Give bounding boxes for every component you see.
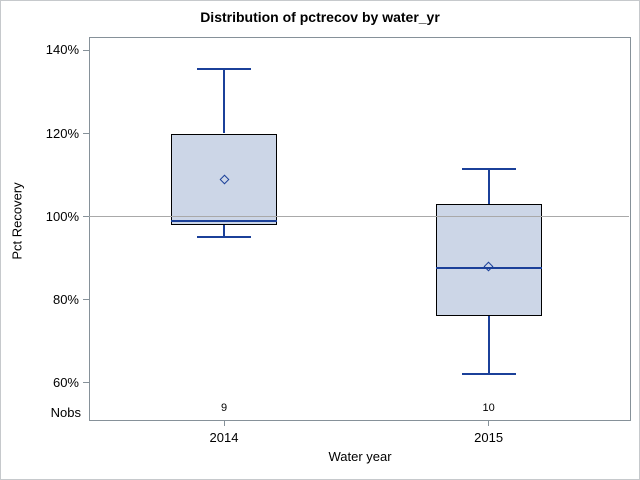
y-tick-mark [83, 133, 89, 134]
x-axis-title: Water year [328, 449, 392, 464]
chart-title: Distribution of pctrecov by water_yr [200, 9, 440, 25]
whisker-lower-line [223, 224, 225, 238]
y-tick-label: 80% [52, 291, 79, 307]
nobs-row-label: Nobs [50, 405, 81, 420]
nobs-value: 9 [220, 402, 228, 414]
y-tick-mark [83, 216, 89, 218]
x-tick-label: 2015 [474, 430, 504, 445]
median-line [171, 219, 277, 222]
whisker-upper-line [487, 168, 490, 205]
whisker-lower-cap [197, 236, 251, 239]
y-tick-label: 140% [45, 42, 79, 58]
box-iqr-rect [171, 133, 277, 225]
y-tick-label: 60% [52, 374, 79, 390]
x-tick-label: 2014 [209, 430, 239, 445]
whisker-upper-cap [461, 167, 516, 170]
whisker-lower-line [487, 316, 490, 375]
nobs-value: 10 [482, 402, 495, 414]
y-axis-title: Pct Recovery [9, 182, 25, 260]
y-tick-label: 120% [45, 125, 79, 141]
whisker-upper-line [223, 69, 225, 134]
x-tick-mark [488, 421, 490, 426]
whisker-upper-cap [197, 68, 251, 71]
y-tick-label: 100% [45, 208, 79, 224]
reference-line [89, 216, 629, 218]
y-tick-mark [83, 382, 89, 384]
box-iqr-rect [435, 204, 542, 317]
whisker-lower-cap [461, 373, 516, 376]
x-tick-mark [223, 421, 225, 426]
y-tick-mark [83, 299, 89, 301]
y-tick-mark [83, 49, 89, 51]
median-line [435, 267, 542, 270]
